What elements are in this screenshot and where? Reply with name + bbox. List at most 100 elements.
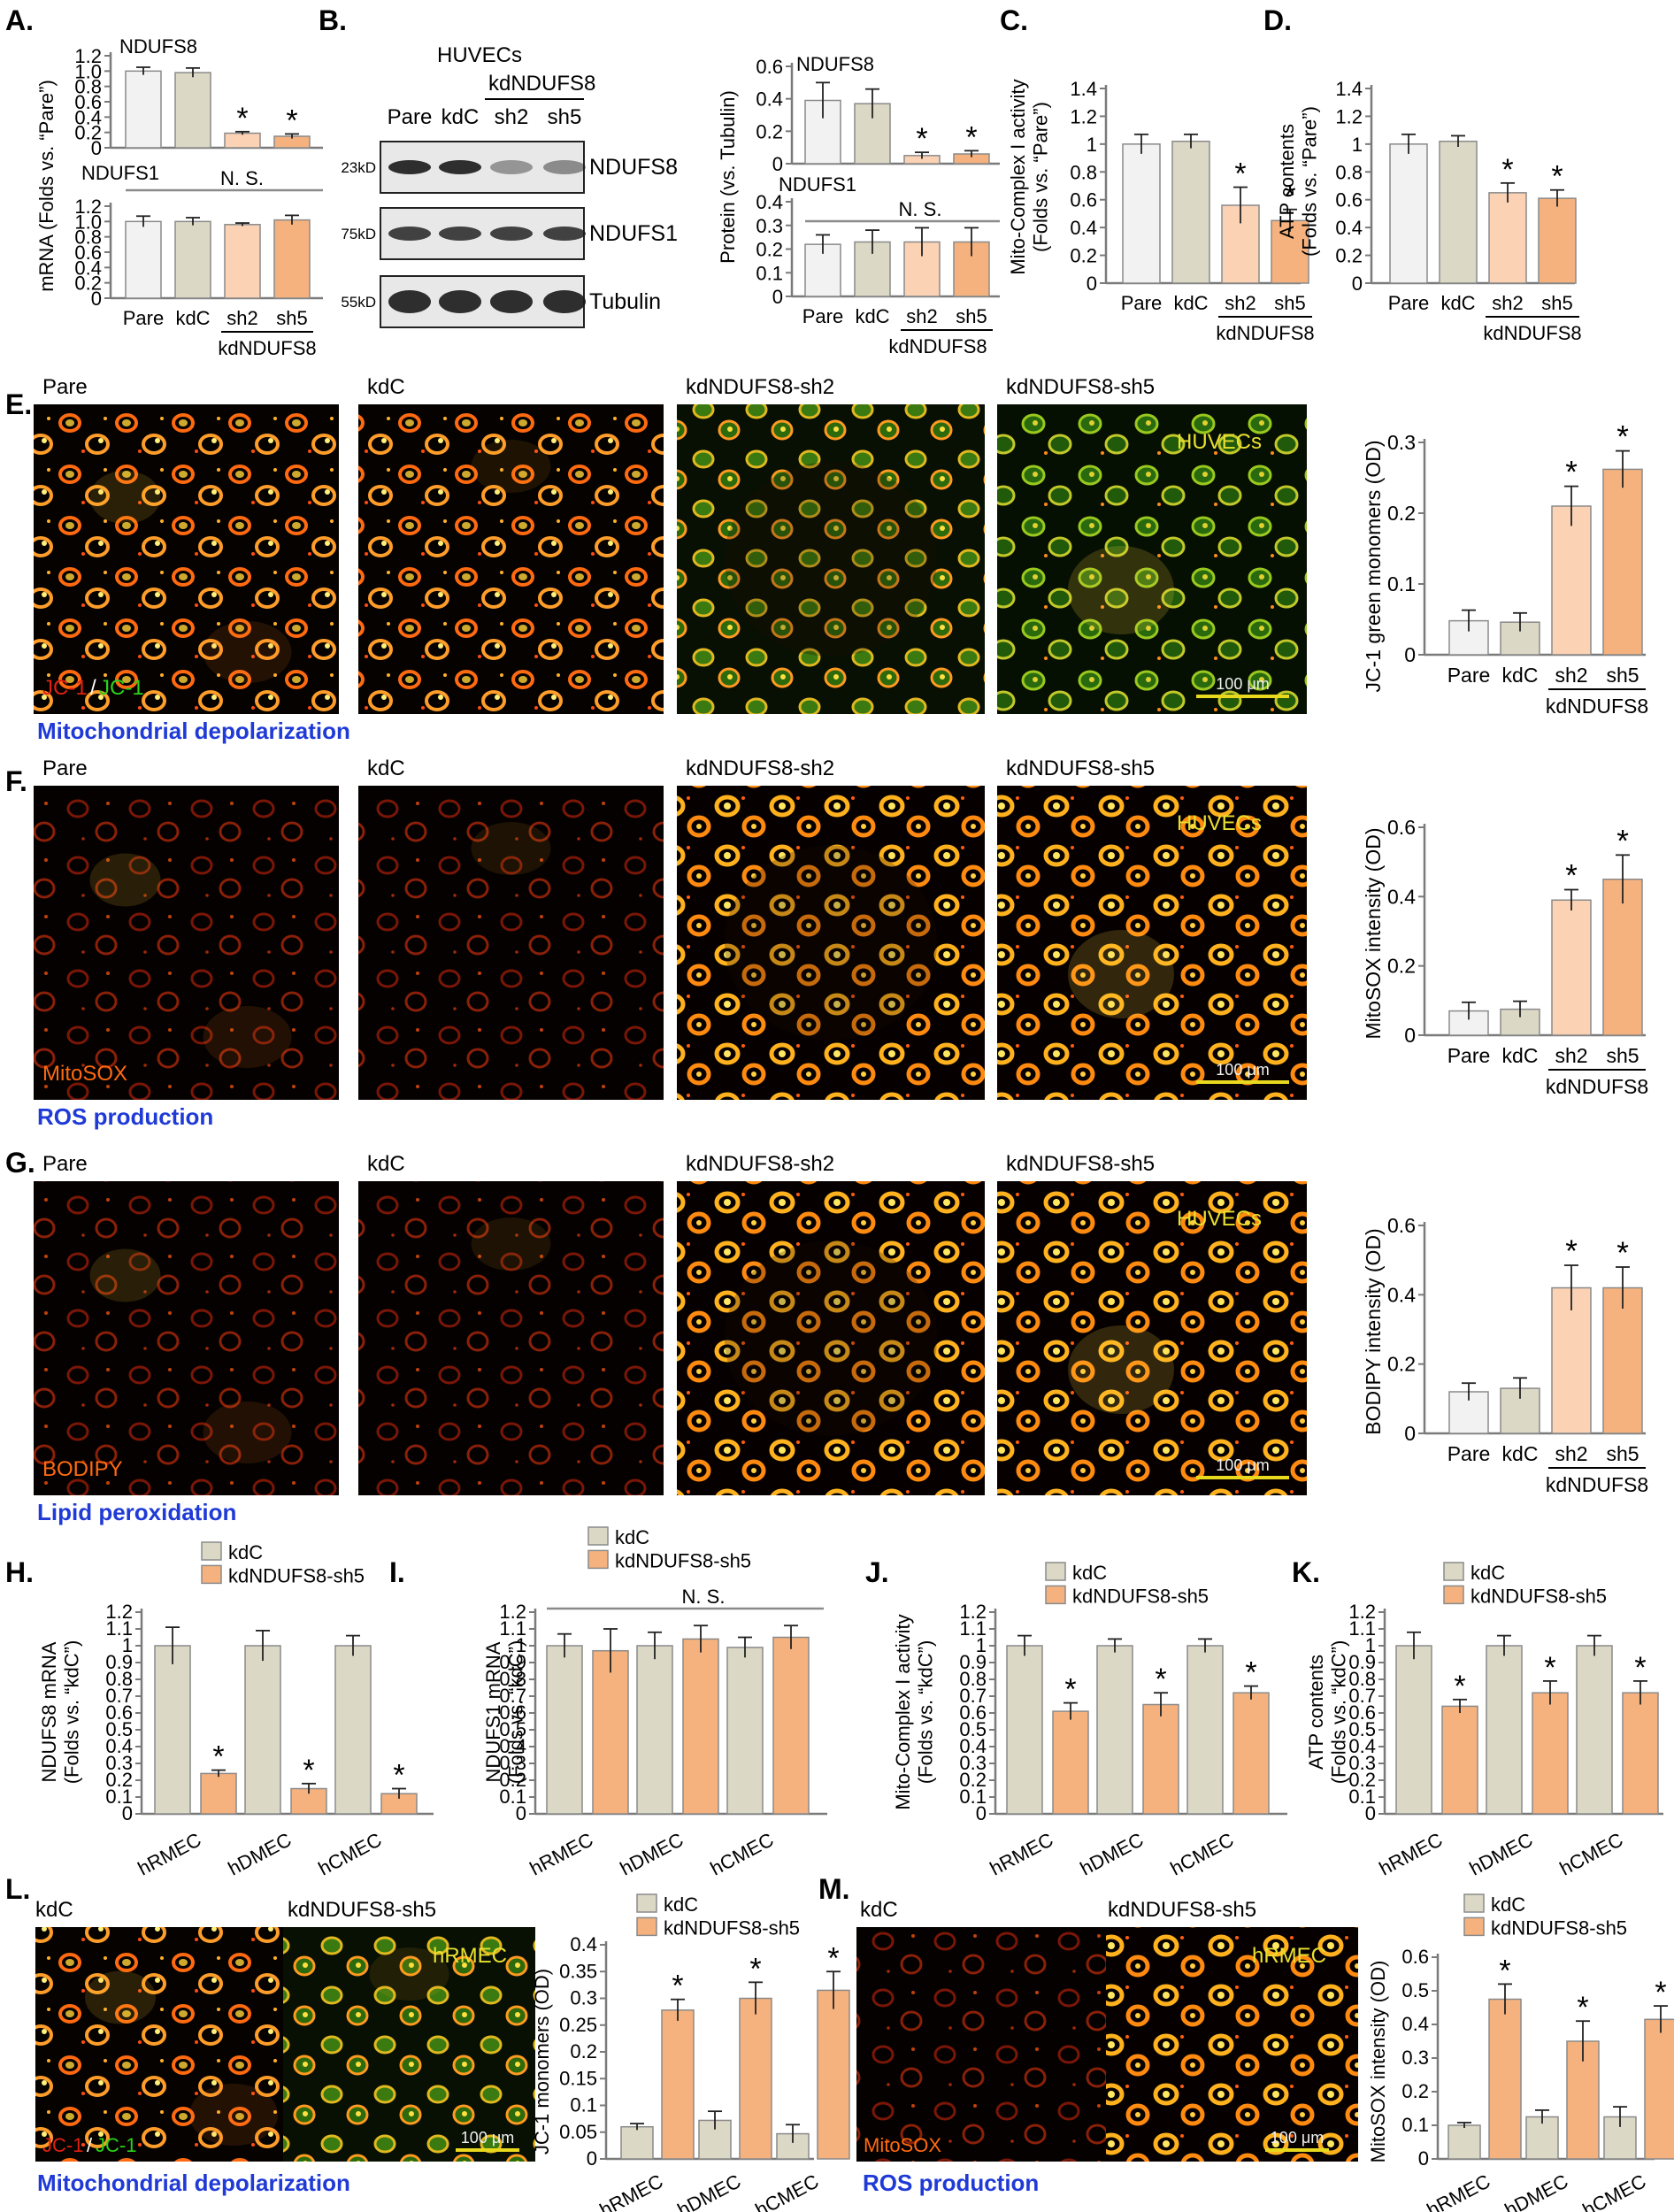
bar-sh2 xyxy=(1551,505,1592,656)
chart-J: 00.10.20.30.40.50.60.70.80.911.11.2 * hRME… xyxy=(892,1562,1287,1880)
significance-star: * xyxy=(1544,1651,1555,1685)
x-tick-label: Pare xyxy=(1447,1442,1491,1465)
tick-label: 0.8 xyxy=(1070,161,1097,183)
tick-label: 0.3 xyxy=(1348,1752,1376,1774)
tick-label: 1 xyxy=(1352,134,1363,156)
micrograph-E-0 xyxy=(34,404,339,714)
chart-B1: 0 0.2 0.4 0.6 * * NDUFS8 xyxy=(756,53,1000,175)
x-tick-label: Pare xyxy=(123,307,164,329)
blot-marker: 23kD xyxy=(341,159,376,176)
bar-kdC-hRMEC xyxy=(620,2125,654,2160)
chart-L: 0 0.05 0.1 0.15 0.2 0.25 0.3 0.35 0.4 * hRMEC * hDME… xyxy=(531,1893,850,2212)
tick-label: 1 xyxy=(1365,1634,1376,1656)
tick-label: 0.6 xyxy=(105,1701,133,1724)
caption: Lipid peroxidation xyxy=(37,1499,236,1525)
tick-label: 0 xyxy=(516,1802,526,1824)
significance-star: * xyxy=(1234,157,1246,191)
x-tick-label: hCMEC xyxy=(315,1828,386,1879)
micrograph-E-1 xyxy=(358,404,664,714)
micrograph-image xyxy=(35,1927,319,2162)
x-tick-label: hRMEC xyxy=(1424,2170,1494,2212)
tick-label: 0.4 xyxy=(74,257,102,279)
significance-star: * xyxy=(393,1759,404,1793)
micrograph-title: kdNDUFS8-sh5 xyxy=(1006,1152,1155,1176)
tick-label: 0.2 xyxy=(105,1769,133,1791)
panel-label-D: D. xyxy=(1263,4,1292,36)
tick-label: 0 xyxy=(976,1802,987,1824)
tick-label: 0 xyxy=(91,137,102,159)
tick-label: 0.2 xyxy=(570,2040,597,2062)
group-label: kdNDUFS8 xyxy=(1546,695,1648,718)
group-label: kdNDUFS8 xyxy=(1546,1075,1648,1098)
blot-lane-label: Pare xyxy=(388,105,433,129)
x-tick-label: sh5 xyxy=(1606,1044,1639,1067)
x-tick-label: sh2 xyxy=(227,307,257,329)
ns-label: N. S. xyxy=(682,1586,726,1608)
legend-swatch xyxy=(1463,1916,1485,1937)
x-tick-label: hRMEC xyxy=(526,1828,597,1879)
x-tick-label: Pare xyxy=(1447,1044,1491,1067)
tick-label: 1.0 xyxy=(74,60,102,82)
micrograph-E-3 xyxy=(997,404,1307,714)
x-tick-label: sh2 xyxy=(1492,292,1523,314)
legend-entry: kdC xyxy=(615,1526,649,1548)
tick-label: 0.3 xyxy=(756,215,783,237)
tick-label: 0.4 xyxy=(105,1735,133,1757)
tick-label: 0.6 xyxy=(1401,1946,1429,1968)
cell-blob xyxy=(725,845,937,1041)
significance-star: * xyxy=(1064,1673,1076,1707)
bar-kdNDUFS8-sh5-hCMEC xyxy=(1644,2018,1674,2160)
cell-blob xyxy=(471,1217,551,1271)
x-tick-label: hDMEC xyxy=(1466,1828,1537,1879)
x-tick-label: kdC xyxy=(1173,292,1208,314)
bar-Pare xyxy=(125,70,162,149)
tick-label: 0.3 xyxy=(1387,431,1416,454)
y-axis-label: ATP contents xyxy=(1305,1655,1327,1770)
chart-title: NDUFS1 xyxy=(779,173,856,196)
tick-label: 1.2 xyxy=(74,196,102,218)
y-axis-label: (Folds vs. “kdC”) xyxy=(504,1640,526,1785)
tick-label: 0.2 xyxy=(1348,1769,1376,1791)
x-tick-label: hRMEC xyxy=(987,1828,1057,1879)
x-tick-label: hCMEC xyxy=(707,1828,778,1879)
micrograph-title: Pare xyxy=(42,757,88,780)
micrograph-G-1 xyxy=(358,1181,664,1495)
stain-label: MitoSOX xyxy=(42,1062,127,1086)
tick-label: 0.35 xyxy=(559,1960,597,1982)
significance-star: * xyxy=(1565,1234,1578,1269)
tick-label: 1.1 xyxy=(105,1617,133,1640)
bar-sh5 xyxy=(1538,197,1577,284)
chart-M: 0 0.1 0.2 0.3 0.4 0.5 0.6 * hRMEC * hDMEC * hCMEC kdC… xyxy=(1367,1893,1674,2212)
tick-label: 0.4 xyxy=(1348,1735,1376,1757)
micrograph-image xyxy=(358,404,664,714)
cell-blob xyxy=(725,1240,937,1436)
tick-label: 0.7 xyxy=(1348,1685,1376,1707)
bar-kdNDUFS8-sh5-hRMEC xyxy=(661,2009,695,2160)
tick-label: 1.2 xyxy=(105,1601,133,1623)
bar-kdNDUFS8-sh5-hDMEC xyxy=(1532,1692,1569,1815)
tick-label: 0.6 xyxy=(74,91,102,113)
tick-label: 0.1 xyxy=(959,1786,987,1808)
bar-kdC-hDMEC xyxy=(1525,2116,1559,2160)
blot-protein-label: NDUFS8 xyxy=(589,155,678,180)
y-axis-label: NDUFS1 mRNA xyxy=(482,1641,504,1782)
tick-label: 0.5 xyxy=(959,1718,987,1740)
significance-star: * xyxy=(1499,1954,1510,1987)
legend-swatch xyxy=(587,1526,609,1546)
blot-lane-label: sh2 xyxy=(495,105,529,129)
panel-label-K: K. xyxy=(1292,1556,1320,1588)
tick-label: 0.4 xyxy=(1387,1283,1416,1306)
tick-label: 0.6 xyxy=(756,56,783,78)
tick-label: 0.2 xyxy=(1387,502,1416,525)
micrograph-title: kdNDUFS8-sh5 xyxy=(1006,757,1155,780)
caption: ROS production xyxy=(37,1103,213,1130)
micrograph-image xyxy=(997,786,1307,1100)
tick-label: 0.2 xyxy=(74,273,102,295)
x-tick-label: kdC xyxy=(1502,664,1539,687)
chart-C: 0 0.2 0.4 0.6 0.8 1 1.2 1.4 Pare kdC * sh2 * sh5 kdNDU… xyxy=(1007,78,1315,344)
tick-label: 0.4 xyxy=(1070,217,1097,239)
panel-label-G: G. xyxy=(5,1147,35,1179)
blot-lane-label: kdC xyxy=(442,105,480,129)
bar-Pare xyxy=(125,220,162,299)
legend-entry: kdC xyxy=(1072,1562,1107,1584)
